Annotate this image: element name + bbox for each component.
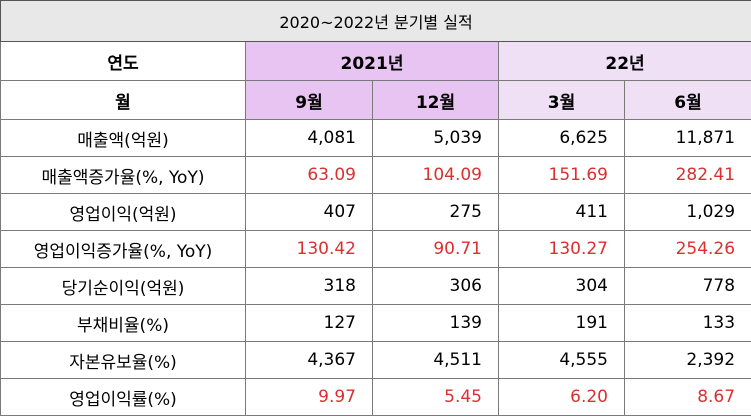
month-label: 월 — [1, 81, 246, 120]
value-cell: 104.09 — [373, 157, 499, 194]
value-cell: 133 — [625, 305, 751, 342]
value-cell: 139 — [373, 305, 499, 342]
month-header-9: 9월 — [246, 81, 373, 120]
value-cell: 306 — [373, 268, 499, 305]
value-cell: 254.26 — [625, 231, 751, 268]
year-label: 연도 — [1, 42, 246, 81]
value-cell: 5.45 — [373, 379, 499, 416]
title-row: 2020~2022년 분기별 실적 — [1, 1, 751, 42]
value-cell: 127 — [246, 305, 373, 342]
value-cell: 318 — [246, 268, 373, 305]
value-cell: 4,511 — [373, 342, 499, 379]
value-cell: 407 — [246, 194, 373, 231]
value-cell: 4,081 — [246, 120, 373, 157]
value-cell: 6,625 — [499, 120, 625, 157]
value-cell: 8.67 — [625, 379, 751, 416]
value-cell: 90.71 — [373, 231, 499, 268]
year-2021-header: 2021년 — [246, 42, 499, 81]
value-cell: 6.20 — [499, 379, 625, 416]
value-cell: 411 — [499, 194, 625, 231]
row-label: 영업이익(억원) — [1, 194, 246, 231]
row-label: 영업이익률(%) — [1, 379, 246, 416]
table-title: 2020~2022년 분기별 실적 — [1, 1, 751, 42]
month-header-row: 월 9월 12월 3월 6월 — [1, 81, 751, 120]
value-cell: 275 — [373, 194, 499, 231]
row-label: 자본유보율(%) — [1, 342, 246, 379]
value-cell: 63.09 — [246, 157, 373, 194]
year-header-row: 연도 2021년 22년 — [1, 42, 751, 81]
value-cell: 130.42 — [246, 231, 373, 268]
value-cell: 191 — [499, 305, 625, 342]
row-label: 당기순이익(억원) — [1, 268, 246, 305]
value-cell: 151.69 — [499, 157, 625, 194]
year-22-header: 22년 — [499, 42, 751, 81]
row-label: 영업이익증가율(%, YoY) — [1, 231, 246, 268]
value-cell: 778 — [625, 268, 751, 305]
month-header-3: 3월 — [499, 81, 625, 120]
row-label: 매출액증가율(%, YoY) — [1, 157, 246, 194]
row-label: 부채비율(%) — [1, 305, 246, 342]
value-cell: 5,039 — [373, 120, 499, 157]
row-label: 매출액(억원) — [1, 120, 246, 157]
month-header-6: 6월 — [625, 81, 751, 120]
month-header-12: 12월 — [373, 81, 499, 120]
value-cell: 4,555 — [499, 342, 625, 379]
value-cell: 304 — [499, 268, 625, 305]
value-cell: 11,871 — [625, 120, 751, 157]
value-cell: 130.27 — [499, 231, 625, 268]
value-cell: 282.41 — [625, 157, 751, 194]
value-cell: 4,367 — [246, 342, 373, 379]
value-cell: 1,029 — [625, 194, 751, 231]
value-cell: 9.97 — [246, 379, 373, 416]
value-cell: 2,392 — [625, 342, 751, 379]
